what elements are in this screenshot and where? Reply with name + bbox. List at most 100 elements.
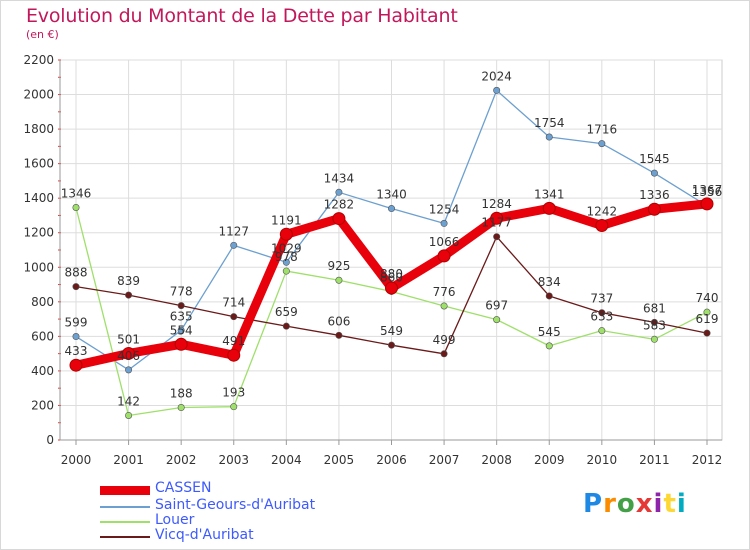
- y-tick-label: 800: [31, 295, 54, 309]
- x-tick-label: 2006: [376, 453, 407, 467]
- data-point-3: [335, 331, 343, 339]
- data-point-3: [230, 313, 238, 321]
- data-point-2: [230, 403, 238, 411]
- data-point-0: [385, 281, 398, 295]
- legend-swatch-saint-geours: [100, 506, 150, 508]
- data-label: 978: [275, 250, 298, 264]
- data-point-1: [230, 241, 238, 249]
- data-point-3: [493, 233, 501, 241]
- data-point-1: [493, 86, 501, 94]
- data-point-2: [72, 204, 80, 212]
- data-label: 860: [380, 270, 403, 284]
- legend-label-cassen: CASSEN: [155, 480, 212, 496]
- data-label: 545: [538, 325, 561, 339]
- data-label: 1434: [324, 171, 355, 185]
- data-point-3: [650, 318, 658, 326]
- data-label: 1341: [534, 187, 565, 201]
- chart-title: Evolution du Montant de la Dette par Hab…: [26, 5, 458, 27]
- x-tick-label: 2005: [324, 453, 355, 467]
- data-label: 697: [485, 299, 508, 313]
- data-point-0: [279, 227, 293, 241]
- data-point-3: [387, 341, 395, 349]
- y-tick-label: 600: [31, 329, 54, 343]
- data-point-1: [387, 205, 395, 213]
- data-point-1: [440, 219, 448, 227]
- data-point-1: [335, 188, 343, 196]
- data-label: 1716: [587, 123, 618, 137]
- data-point-3: [598, 309, 606, 317]
- data-label: 1191: [271, 213, 302, 227]
- data-point-2: [545, 342, 553, 350]
- proxiti-logo: Proxiti: [583, 489, 687, 519]
- data-label: 1346: [61, 187, 92, 201]
- data-label: 491: [222, 334, 245, 348]
- data-point-3: [125, 291, 133, 299]
- data-point-1: [125, 366, 133, 374]
- legend-item-vicq: Vicq-d'Auribat: [100, 527, 400, 544]
- x-tick-label: 2009: [534, 453, 565, 467]
- data-label: 659: [275, 305, 298, 319]
- data-label: 1127: [218, 224, 249, 238]
- y-tick-label: 1400: [23, 191, 54, 205]
- data-point-0: [227, 348, 241, 362]
- data-label: 1066: [429, 235, 460, 249]
- data-label: 193: [222, 386, 245, 400]
- legend-label-vicq: Vicq-d'Auribat: [155, 527, 254, 543]
- data-label: 142: [117, 394, 140, 408]
- x-tick-label: 2011: [639, 453, 670, 467]
- data-label: 778: [170, 285, 193, 299]
- legend-label-saint-geours: Saint-Geours-d'Auribat: [155, 497, 316, 513]
- data-point-2: [282, 267, 290, 275]
- legend-swatch-louer: [100, 521, 150, 523]
- x-tick-label: 2002: [166, 453, 197, 467]
- data-label: 583: [643, 318, 666, 332]
- data-label: 499: [433, 333, 456, 347]
- data-point-0: [700, 197, 714, 211]
- data-label: 1029: [271, 241, 302, 255]
- data-label: 635: [170, 309, 193, 323]
- legend-swatch-vicq: [100, 536, 150, 538]
- data-label: 1754: [534, 116, 565, 130]
- data-point-0: [174, 337, 188, 351]
- y-tick-label: 1800: [23, 122, 54, 136]
- data-point-0: [542, 201, 556, 215]
- data-point-2: [703, 308, 711, 316]
- data-label: 925: [327, 259, 350, 273]
- y-tick-label: 200: [31, 398, 54, 412]
- y-tick-label: 0: [46, 433, 54, 447]
- data-label: 2024: [481, 69, 512, 83]
- legend-label-louer: Louer: [155, 512, 195, 528]
- legend-item-cassen: CASSEN: [100, 480, 400, 497]
- legend-item-louer: Louer: [100, 512, 400, 529]
- x-tick-label: 2010: [587, 453, 618, 467]
- data-point-2: [598, 327, 606, 335]
- data-point-3: [282, 322, 290, 330]
- data-label: 737: [590, 292, 613, 306]
- data-label: 1284: [481, 197, 512, 211]
- data-point-0: [122, 346, 136, 360]
- data-label: 1177: [481, 216, 512, 230]
- x-tick-label: 2001: [113, 453, 144, 467]
- data-label: 554: [170, 323, 193, 337]
- data-point-1: [177, 326, 185, 334]
- data-label: 740: [696, 291, 719, 305]
- chart-subtitle: (en €): [26, 28, 59, 41]
- data-label: 433: [65, 344, 88, 358]
- x-tick-label: 2000: [61, 453, 92, 467]
- data-point-1: [72, 333, 80, 341]
- x-tick-label: 2003: [218, 453, 249, 467]
- data-point-0: [69, 358, 83, 372]
- data-point-1: [650, 169, 658, 177]
- data-label: 599: [65, 316, 88, 330]
- data-point-1: [598, 140, 606, 148]
- data-label: 619: [696, 312, 719, 326]
- data-label: 1340: [376, 188, 407, 202]
- data-label: 1254: [429, 202, 460, 216]
- data-label: 1336: [639, 188, 670, 202]
- data-point-2: [440, 302, 448, 310]
- data-label: 633: [590, 310, 613, 324]
- data-point-0: [595, 218, 609, 232]
- data-label: 1545: [639, 152, 670, 166]
- y-tick-label: 1600: [23, 157, 54, 171]
